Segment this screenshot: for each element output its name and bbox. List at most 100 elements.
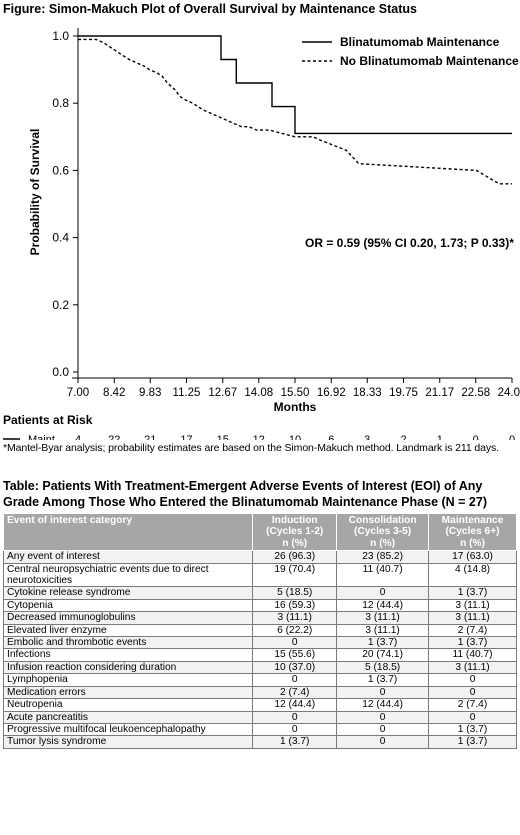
- y-tick-label: 0.4: [52, 231, 69, 245]
- event-category-cell: Decreased immunoglobulins: [2, 611, 254, 625]
- column-header-line: Maintenance: [441, 515, 504, 526]
- count-cell: 23 (85.2): [336, 550, 430, 564]
- table-row: Tumor lysis syndrome 1 (3.7) 0 1 (3.7): [2, 735, 517, 749]
- y-tick-label: 0.6: [52, 163, 69, 177]
- risk-count: 2: [400, 434, 406, 440]
- figure-title: Figure: Simon-Makuch Plot of Overall Sur…: [3, 2, 417, 16]
- table-title: Table: Patients With Treatment-Emergent …: [3, 479, 487, 509]
- count-cell: 0: [252, 722, 338, 737]
- column-header-line: n (%): [460, 537, 485, 549]
- event-category-cell: Cytopenia: [2, 598, 254, 613]
- risk-count: 6: [328, 434, 334, 440]
- column-header: Maintenance (Cycles 6+) n (%): [428, 512, 517, 552]
- column-header-line: (Cycles 1-2): [266, 526, 324, 538]
- table-row: Medication errors 2 (7.4) 0 0: [2, 685, 517, 700]
- legend-label: No Blinatumomab Maintenance: [340, 54, 519, 68]
- column-header: Consolidation (Cycles 3-5) n (%): [336, 512, 430, 552]
- x-tick-label: 9.83: [139, 387, 161, 399]
- footnote: *Mantel-Byar analysis; probability estim…: [3, 442, 499, 454]
- risk-count: 21: [144, 434, 156, 440]
- count-cell: 3 (11.1): [428, 611, 517, 625]
- count-cell: 1 (3.7): [428, 636, 517, 650]
- column-header-line: (Cycles 6+): [445, 526, 500, 538]
- y-tick-label: 0.0: [52, 365, 69, 379]
- count-cell: 0: [428, 673, 517, 687]
- count-cell: 4 (14.8): [428, 562, 517, 588]
- table-row: Cytokine release syndrome 5 (18.5) 0 1 (3.7…: [2, 586, 517, 600]
- count-cell: 10 (37.0): [252, 660, 338, 675]
- count-cell: 1 (3.7): [428, 586, 517, 600]
- count-cell: 3 (11.1): [336, 623, 430, 638]
- column-header-line: n (%): [282, 537, 308, 549]
- event-category-cell: Elevated liver enzyme: [2, 623, 254, 638]
- column-header-line: Event of interest category: [7, 515, 133, 526]
- count-cell: 0: [336, 735, 430, 749]
- count-cell: 5 (18.5): [336, 660, 430, 675]
- count-cell: 0: [336, 722, 430, 737]
- table-row: Central neuropsychiatric events due to d…: [2, 562, 517, 588]
- survival-chart: 0.0 0.2 0.4 0.6 0.8 1.0 7.00 8.42 9.83 11.25 12.67…: [3, 28, 520, 440]
- event-category-cell: Central neuropsychiatric events due to d…: [2, 562, 254, 588]
- count-cell: 15 (55.6): [252, 648, 338, 662]
- table-row: Embolic and thrombotic events 0 1 (3.7) 1 (…: [2, 636, 517, 650]
- y-tick-label: 1.0: [52, 29, 69, 43]
- table-row: Lymphopenia 0 1 (3.7) 0: [2, 673, 517, 687]
- table-row: Neutropenia 12 (44.4) 12 (44.4) 2 (7.4): [2, 698, 517, 712]
- table-row: Infusion reaction considering duration 10…: [2, 660, 517, 675]
- column-header-line: Induction: [271, 515, 318, 526]
- risk-count: 12: [253, 434, 265, 440]
- count-cell: 0: [428, 710, 517, 724]
- count-cell: 1 (3.7): [336, 636, 430, 650]
- count-cell: 17 (63.0): [428, 550, 517, 564]
- x-tick-label: 18.33: [353, 387, 382, 399]
- event-category-cell: Embolic and thrombotic events: [2, 636, 254, 650]
- count-cell: 11 (40.7): [336, 562, 430, 588]
- event-category-cell: Cytokine release syndrome: [2, 586, 254, 600]
- event-category-cell: Tumor lysis syndrome: [2, 735, 254, 749]
- event-category-cell: Acute pancreatitis: [2, 710, 254, 724]
- column-header: Induction (Cycles 1-2) n (%): [252, 512, 338, 552]
- x-tick-label: 19.75: [389, 387, 418, 399]
- count-cell: 3 (11.1): [428, 660, 517, 675]
- x-tick-label: 12.67: [208, 387, 237, 399]
- count-cell: 2 (7.4): [252, 685, 338, 700]
- event-category-cell: Lymphopenia: [2, 673, 254, 687]
- legend-label: Blinatumomab Maintenance: [340, 35, 500, 49]
- column-header: Event of interest category: [2, 512, 254, 552]
- count-cell: 11 (40.7): [428, 648, 517, 662]
- count-cell: 12 (44.4): [252, 698, 338, 712]
- column-header-line: Consolidation: [348, 515, 417, 526]
- table-row: Acute pancreatitis 0 0 0: [2, 710, 517, 724]
- count-cell: 2 (7.4): [428, 698, 517, 712]
- annotation-or: OR = 0.59 (95% CI 0.20, 1.73; P 0.33)*: [305, 236, 514, 250]
- series-line-no-blinatumomab-maintenance: [78, 38, 512, 185]
- count-cell: 1 (3.7): [252, 735, 338, 749]
- count-cell: 20 (74.1): [336, 648, 430, 662]
- count-cell: 26 (96.3): [252, 550, 338, 564]
- count-cell: 12 (44.4): [336, 698, 430, 712]
- count-cell: 3 (11.1): [428, 598, 517, 613]
- x-tick-label: 24.00: [498, 387, 520, 399]
- count-cell: 0: [252, 673, 338, 687]
- risk-count: 0: [509, 434, 515, 440]
- count-cell: 2 (7.4): [428, 623, 517, 638]
- risk-count: 10: [289, 434, 301, 440]
- event-category-cell: Neutropenia: [2, 698, 254, 712]
- count-cell: 5 (18.5): [252, 586, 338, 600]
- count-cell: 1 (3.7): [428, 722, 517, 737]
- count-cell: 19 (70.4): [252, 562, 338, 588]
- table-row: Progressive multifocal leukoencephalopat…: [2, 722, 517, 737]
- risk-row-label: Maint.: [28, 434, 58, 440]
- risk-count: 17: [180, 434, 192, 440]
- count-cell: 3 (11.1): [252, 611, 338, 625]
- x-axis-label: Months: [274, 400, 317, 414]
- table-row: Cytopenia 16 (59.3) 12 (44.4) 3 (11.1): [2, 598, 517, 613]
- x-tick-label: 8.42: [103, 387, 125, 399]
- count-cell: 0: [428, 685, 517, 700]
- y-tick-label: 0.2: [52, 298, 69, 312]
- column-header-line: (Cycles 3-5): [354, 526, 412, 538]
- risk-count: 0: [473, 434, 479, 440]
- table-row: Decreased immunoglobulins 3 (11.1) 3 (11.1…: [2, 611, 517, 625]
- count-cell: 0: [336, 710, 430, 724]
- x-tick-label: 16.92: [317, 387, 346, 399]
